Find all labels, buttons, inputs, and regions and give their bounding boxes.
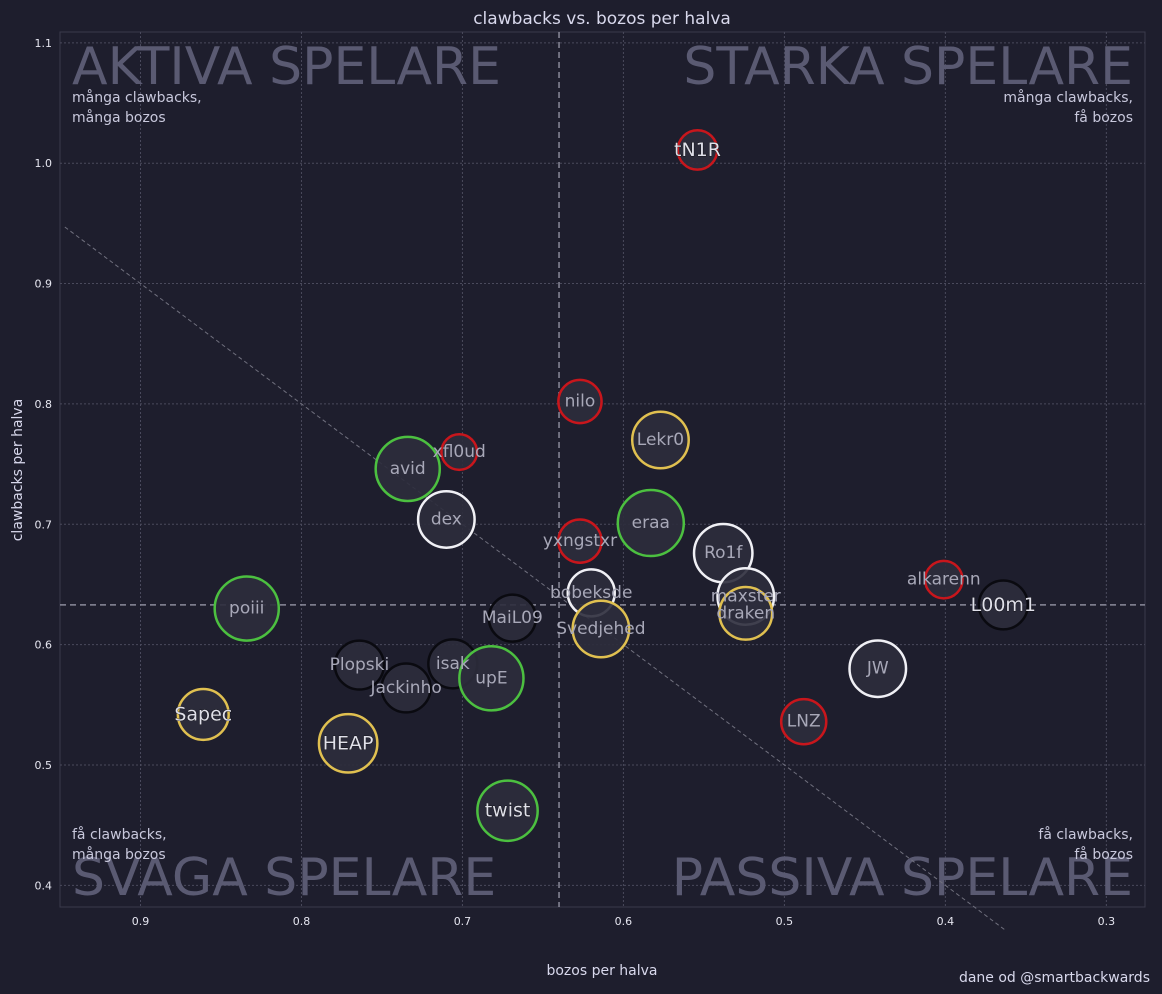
quadrant-subtitle-br: få bozos <box>1074 846 1133 863</box>
point-label: MaiL09 <box>482 608 543 628</box>
quadrant-title-bl: SVAGA SPELARE <box>72 848 496 908</box>
x-tick-label: 0.8 <box>293 915 311 928</box>
point-label: dex <box>431 509 462 529</box>
quadrant-subtitle-br: få clawbacks, <box>1038 826 1133 843</box>
x-tick-label: 0.7 <box>454 915 472 928</box>
point-nilo <box>557 378 603 425</box>
point-label: bobeksde <box>550 583 632 603</box>
point-twist <box>476 779 539 843</box>
point-draken <box>718 585 774 641</box>
point-Svedjehed <box>571 599 631 659</box>
point-label: JW <box>866 659 889 679</box>
point-label: Sapec <box>174 703 232 725</box>
point-L00m1 <box>977 579 1030 631</box>
point-JW <box>848 639 908 699</box>
credit: dane od @smartbackwards <box>959 970 1150 986</box>
point-alkarenn <box>923 559 964 600</box>
point-label: eraa <box>632 513 670 533</box>
point-label: tN1R <box>674 139 721 161</box>
point-label: draken <box>716 603 775 623</box>
point-label: xfl0ud <box>433 442 486 462</box>
point-label: Lekr0 <box>637 430 684 450</box>
x-tick-label: 0.6 <box>615 915 633 928</box>
point-label: HEAP <box>323 732 374 754</box>
point-eraa <box>616 488 686 558</box>
point-Lekr0 <box>630 410 690 470</box>
y-tick-label: 1.1 <box>35 37 53 50</box>
quadrant-subtitle-bl: få clawbacks, <box>72 826 167 843</box>
point-upE <box>458 645 525 712</box>
point-tN1R <box>676 129 719 171</box>
quadrant-subtitle-bl: många bozos <box>72 846 166 863</box>
point-MaiL09 <box>487 593 538 643</box>
chart-title: clawbacks vs. bozos per halva <box>473 9 731 29</box>
point-Sapec <box>176 687 230 742</box>
y-tick-label: 0.7 <box>35 518 53 531</box>
point-label: Plopski <box>330 655 390 675</box>
point-label: Svedjehed <box>556 619 645 639</box>
quadrant-title-tl: AKTIVA SPELARE <box>72 37 501 97</box>
point-label: isak <box>436 654 470 674</box>
point-yxngstxr <box>557 518 603 564</box>
point-label: Ro1f <box>704 543 743 563</box>
point-Jackinho <box>380 662 432 714</box>
point-HEAP <box>317 712 379 774</box>
point-LNZ <box>779 697 828 746</box>
point-label: alkarenn <box>907 570 981 590</box>
x-axis-label: bozos per halva <box>546 963 657 979</box>
point-xfl0ud <box>440 432 479 472</box>
quadrant-subtitle-tl: många bozos <box>72 109 166 126</box>
quadrant-subtitle-tr: många clawbacks, <box>1003 89 1133 106</box>
quadrant-subtitle-tl: många clawbacks, <box>72 89 202 106</box>
point-avid <box>374 435 442 503</box>
y-axis-label: clawbacks per halva <box>10 399 26 542</box>
point-label: Jackinho <box>369 678 441 698</box>
point-Plopski <box>333 639 386 691</box>
x-tick-label: 0.4 <box>937 915 955 928</box>
x-tick-label: 0.5 <box>776 915 794 928</box>
point-label: upE <box>475 668 507 688</box>
point-label: nilo <box>565 391 596 411</box>
quadrant-title-br: PASSIVA SPELARE <box>672 848 1133 908</box>
point-label: maxster <box>711 586 781 606</box>
point-label: poiii <box>229 599 264 619</box>
y-tick-label: 0.6 <box>35 639 53 652</box>
y-tick-label: 0.9 <box>35 278 53 291</box>
point-label: L00m1 <box>971 594 1036 616</box>
plot-frame <box>59 31 1146 908</box>
quadrant-subtitle-tr: få bozos <box>1074 109 1133 126</box>
point-poiii <box>213 575 281 642</box>
point-label: yxngstxr <box>543 531 617 551</box>
point-label: LNZ <box>787 712 821 732</box>
point-label: avid <box>390 459 426 479</box>
y-tick-label: 0.8 <box>35 398 53 411</box>
x-tick-label: 0.9 <box>132 915 150 928</box>
quadrant-title-tr: STARKA SPELARE <box>683 37 1133 97</box>
x-tick-label: 0.3 <box>1098 915 1116 928</box>
y-tick-label: 0.5 <box>35 759 53 772</box>
y-tick-label: 1.0 <box>35 157 53 170</box>
point-label: twist <box>485 800 531 822</box>
point-dex <box>416 489 476 549</box>
y-tick-label: 0.4 <box>35 879 53 892</box>
